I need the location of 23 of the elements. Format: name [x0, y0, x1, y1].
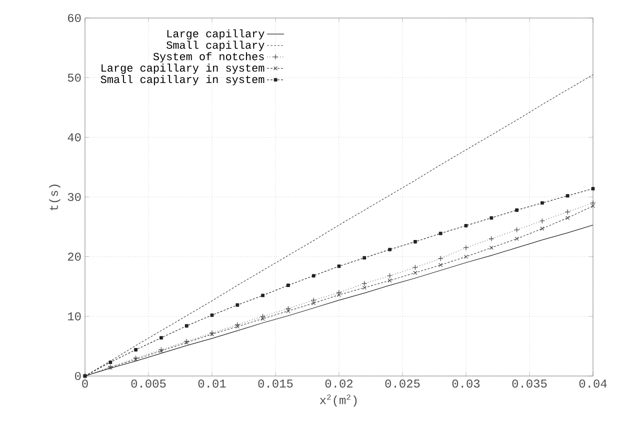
x-tick-label: 0.005	[131, 380, 166, 388]
legend-label: Small capillary in system	[100, 75, 264, 86]
x-tick-label: 0.02	[325, 380, 352, 388]
y-tick-label: 40	[68, 133, 81, 142]
y-tick-label: 30	[68, 192, 81, 202]
y-axis-title: t(s)	[49, 184, 60, 210]
x-tick-label: 0.03	[452, 380, 480, 388]
x-tick-label: 0.04	[579, 380, 607, 388]
legend-label: Large capillary in system	[102, 64, 264, 74]
y-tick-label: 0	[75, 372, 81, 380]
legend-label: Large capillary	[167, 29, 264, 40]
y-tick-label: 10	[68, 312, 81, 320]
y-tick-label: 20	[68, 252, 81, 261]
x-axis-title: x$^{2}$(m$^{2}$)	[320, 394, 357, 407]
x-tick-label: 0	[82, 380, 88, 388]
x-tick-label: 0.015	[258, 380, 293, 388]
x-tick-label: 0.035	[512, 380, 547, 388]
legend-label: System of notches	[153, 52, 264, 62]
legend-label: Small capillary	[166, 40, 264, 51]
y-tick-label: 60	[68, 14, 81, 22]
x-tick-label: 0.01	[198, 380, 226, 388]
x-tick-label: 0.025	[385, 380, 420, 388]
y-tick-label: 50	[68, 74, 81, 82]
